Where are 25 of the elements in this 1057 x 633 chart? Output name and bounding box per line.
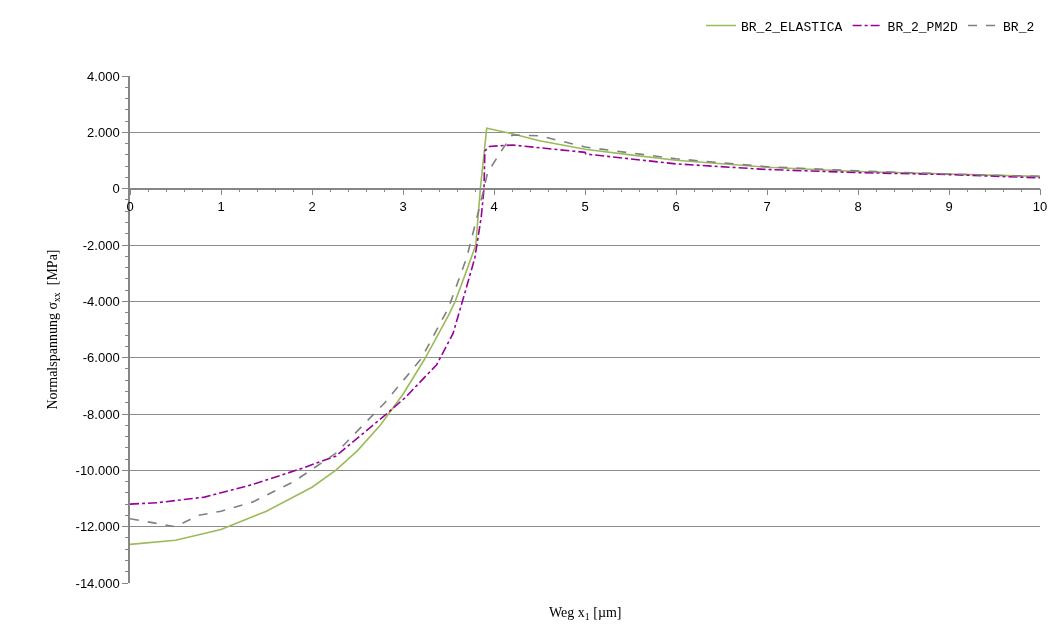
legend-label: BR_2	[1003, 19, 1035, 35]
x-tick-label: 8	[854, 199, 862, 215]
y-tick-label: -6.000	[82, 350, 120, 366]
legend-label: BR_2_ELASTICA	[741, 19, 843, 35]
y-tick-label: 4.000	[87, 68, 120, 84]
y-tick-label: -10.000	[75, 462, 120, 478]
legend-label: BR_2_PM2D	[887, 19, 959, 35]
y-tick-label: -12.000	[75, 519, 120, 535]
x-tick-label: 1	[217, 199, 225, 215]
x-tick-label: 9	[945, 199, 953, 215]
x-tick-label: 2	[308, 199, 316, 215]
x-tick-label: 4	[490, 199, 498, 215]
x-tick-label: 10	[1032, 199, 1048, 215]
x-axis-title: Weg x$_{1}$ [µm]	[549, 605, 622, 622]
y-tick-label: -8.000	[82, 406, 120, 422]
x-tick-label: 0	[126, 199, 134, 215]
x-tick-label: 7	[763, 199, 771, 215]
y-tick-label: -14.000	[75, 575, 120, 591]
x-tick-label: 6	[672, 199, 680, 215]
x-tick-label: 5	[581, 199, 589, 215]
x-tick-label: 3	[399, 199, 407, 215]
y-tick-label: -4.000	[82, 293, 120, 309]
y-tick-label: 2.000	[87, 124, 120, 140]
y-tick-label: -2.000	[82, 237, 120, 253]
y-tick-label: 0	[112, 181, 120, 197]
